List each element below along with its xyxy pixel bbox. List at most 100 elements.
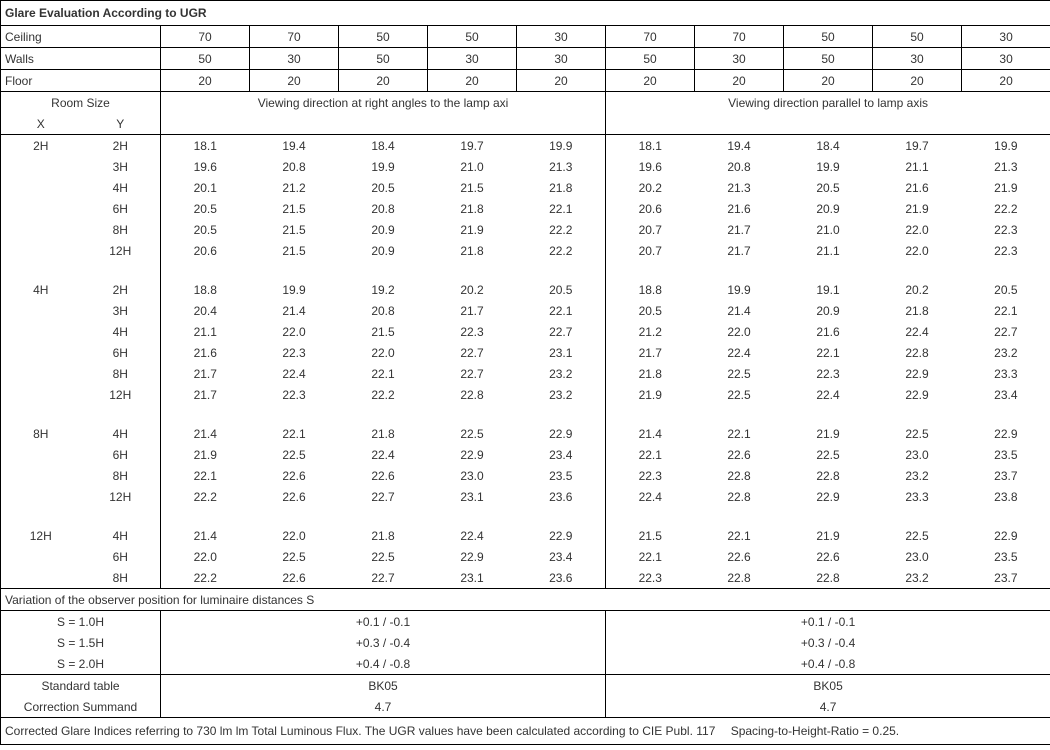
value-cell: 22.6 bbox=[250, 567, 339, 589]
y-cell: 12H bbox=[81, 384, 161, 405]
footer-text: Corrected Glare Indices referring to 730… bbox=[1, 718, 1050, 745]
value-cell: 22.5 bbox=[784, 444, 873, 465]
value-cell: 22.7 bbox=[339, 486, 428, 507]
value-cell: 23.5 bbox=[962, 444, 1050, 465]
value-cell: 19.9 bbox=[962, 135, 1050, 157]
y-cell: 3H bbox=[81, 300, 161, 321]
value-cell: 22.3 bbox=[962, 240, 1050, 261]
table-title: Glare Evaluation According to UGR bbox=[1, 1, 1050, 26]
value-cell: 23.7 bbox=[962, 567, 1050, 589]
value-cell: 21.0 bbox=[428, 156, 517, 177]
value-cell: 21.8 bbox=[339, 525, 428, 546]
x-cell: 4H bbox=[1, 279, 81, 300]
value-cell: 21.3 bbox=[962, 156, 1050, 177]
value-cell: 18.1 bbox=[606, 135, 695, 157]
y-cell: 3H bbox=[81, 156, 161, 177]
value-cell: 23.3 bbox=[962, 363, 1050, 384]
value-cell: 22.2 bbox=[962, 198, 1050, 219]
value-cell: 22.9 bbox=[428, 546, 517, 567]
value-cell: 23.2 bbox=[962, 342, 1050, 363]
value-cell: 19.7 bbox=[873, 135, 962, 157]
value-cell: 20.9 bbox=[339, 219, 428, 240]
value-cell: 23.2 bbox=[517, 363, 606, 384]
variation-a: +0.3 / -0.4 bbox=[161, 632, 606, 653]
value-cell: 20.8 bbox=[339, 198, 428, 219]
value-cell: 22.8 bbox=[695, 486, 784, 507]
value-cell: 21.4 bbox=[695, 300, 784, 321]
x-cell bbox=[1, 198, 81, 219]
value-cell: 22.9 bbox=[962, 423, 1050, 444]
value-cell: 21.9 bbox=[428, 219, 517, 240]
value-cell: 23.4 bbox=[517, 444, 606, 465]
value-cell: 21.5 bbox=[250, 240, 339, 261]
y-cell: 6H bbox=[81, 546, 161, 567]
value-cell: 22.8 bbox=[695, 567, 784, 589]
value-cell: 19.4 bbox=[695, 135, 784, 157]
x-header: X bbox=[1, 113, 81, 135]
value-cell: 21.3 bbox=[695, 177, 784, 198]
value-cell: 19.7 bbox=[428, 135, 517, 157]
x-cell bbox=[1, 465, 81, 486]
value-cell: 23.5 bbox=[517, 465, 606, 486]
value-cell: 22.9 bbox=[962, 525, 1050, 546]
value-cell: 21.9 bbox=[161, 444, 250, 465]
value-cell: 21.4 bbox=[250, 300, 339, 321]
value-cell: 19.9 bbox=[517, 135, 606, 157]
value-cell: 21.7 bbox=[161, 384, 250, 405]
y-cell: 6H bbox=[81, 444, 161, 465]
walls-label: Walls bbox=[1, 48, 161, 70]
variation-a: +0.4 / -0.8 bbox=[161, 653, 606, 675]
value-cell: 20.5 bbox=[962, 279, 1050, 300]
value-cell: 19.6 bbox=[161, 156, 250, 177]
y-cell: 4H bbox=[81, 321, 161, 342]
value-cell: 20.8 bbox=[695, 156, 784, 177]
value-cell: 22.2 bbox=[517, 219, 606, 240]
value-cell: 22.0 bbox=[873, 240, 962, 261]
x-cell: 2H bbox=[1, 135, 81, 157]
value-cell: 20.2 bbox=[606, 177, 695, 198]
correction-label: Correction Summand bbox=[1, 696, 161, 718]
value-cell: 22.6 bbox=[695, 546, 784, 567]
value-cell: 22.6 bbox=[250, 465, 339, 486]
value-cell: 21.8 bbox=[428, 240, 517, 261]
value-cell: 22.2 bbox=[161, 486, 250, 507]
std-table-a: BK05 bbox=[161, 675, 606, 697]
value-cell: 19.1 bbox=[784, 279, 873, 300]
direction-b-header: Viewing direction parallel to lamp axis bbox=[606, 92, 1050, 114]
value-cell: 21.2 bbox=[606, 321, 695, 342]
y-cell: 4H bbox=[81, 525, 161, 546]
value-cell: 21.7 bbox=[606, 342, 695, 363]
y-cell: 8H bbox=[81, 465, 161, 486]
y-cell: 4H bbox=[81, 177, 161, 198]
value-cell: 22.0 bbox=[250, 525, 339, 546]
value-cell: 21.1 bbox=[161, 321, 250, 342]
value-cell: 23.1 bbox=[428, 567, 517, 589]
value-cell: 22.5 bbox=[250, 546, 339, 567]
value-cell: 21.5 bbox=[339, 321, 428, 342]
value-cell: 22.4 bbox=[428, 525, 517, 546]
value-cell: 23.0 bbox=[873, 444, 962, 465]
x-cell: 8H bbox=[1, 423, 81, 444]
value-cell: 22.0 bbox=[339, 342, 428, 363]
value-cell: 22.9 bbox=[517, 525, 606, 546]
x-cell bbox=[1, 444, 81, 465]
value-cell: 22.3 bbox=[606, 567, 695, 589]
variation-a: +0.1 / -0.1 bbox=[161, 611, 606, 633]
value-cell: 20.5 bbox=[161, 219, 250, 240]
value-cell: 22.7 bbox=[428, 363, 517, 384]
value-cell: 22.0 bbox=[161, 546, 250, 567]
x-cell bbox=[1, 384, 81, 405]
value-cell: 22.0 bbox=[873, 219, 962, 240]
value-cell: 22.9 bbox=[428, 444, 517, 465]
value-cell: 18.8 bbox=[606, 279, 695, 300]
variation-label: S = 2.0H bbox=[1, 653, 161, 675]
value-cell: 20.5 bbox=[161, 198, 250, 219]
x-cell bbox=[1, 156, 81, 177]
value-cell: 23.2 bbox=[517, 384, 606, 405]
x-cell bbox=[1, 177, 81, 198]
x-cell bbox=[1, 240, 81, 261]
value-cell: 22.5 bbox=[695, 384, 784, 405]
value-cell: 22.9 bbox=[873, 384, 962, 405]
std-table-b: BK05 bbox=[606, 675, 1050, 697]
value-cell: 22.0 bbox=[250, 321, 339, 342]
